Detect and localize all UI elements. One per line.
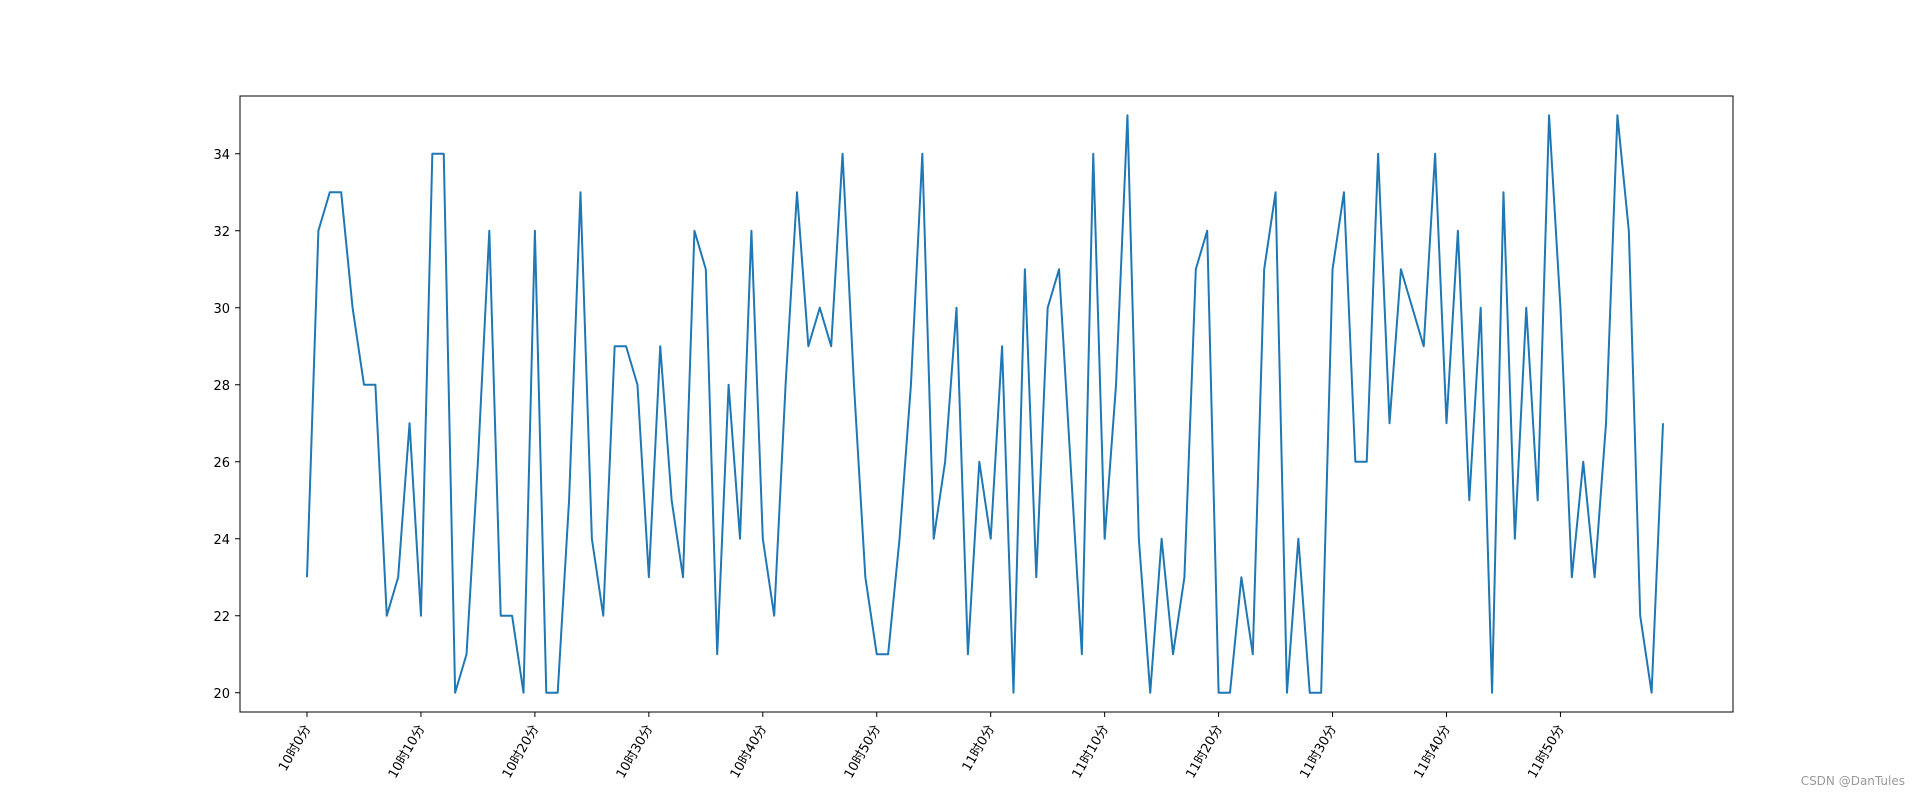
- x-tick-label: 11时10分: [1070, 723, 1113, 782]
- y-tick-label: 30: [213, 302, 230, 317]
- series-line: [306, 114, 1664, 694]
- y-tick-label: 24: [213, 533, 230, 548]
- x-tick-label: 10时0分: [276, 723, 314, 775]
- y-tick-label: 20: [213, 687, 230, 702]
- x-tick-label: 11时30分: [1297, 723, 1340, 782]
- x-tick-label: 11时50分: [1525, 723, 1568, 782]
- x-axis: 10时0分 10时10分 10时20分 10时30分 10时40分 10时50分 11时0分…: [276, 712, 1568, 781]
- plot-area-frame: [239, 95, 1734, 713]
- y-tick-label: 34: [213, 148, 230, 163]
- y-tick-label: 32: [213, 225, 230, 240]
- x-tick-label: 10时30分: [614, 723, 657, 782]
- watermark-text: CSDN @DanTules: [1800, 774, 1905, 788]
- x-tick-label: 10时10分: [386, 723, 429, 782]
- y-tick-label: 22: [213, 610, 230, 625]
- x-tick-label: 10时50分: [842, 723, 885, 782]
- y-tick-label: 26: [213, 456, 230, 471]
- x-tick-label: 10时20分: [500, 723, 543, 782]
- x-tick-label: 11时40分: [1411, 723, 1454, 782]
- x-tick-label: 11时20分: [1184, 723, 1227, 782]
- x-tick-label: 11时0分: [960, 723, 998, 775]
- x-tick-label: 10时40分: [728, 723, 771, 782]
- y-tick-label: 28: [213, 379, 230, 394]
- y-axis: 20 22 24 26 28 30 32 34: [213, 148, 240, 702]
